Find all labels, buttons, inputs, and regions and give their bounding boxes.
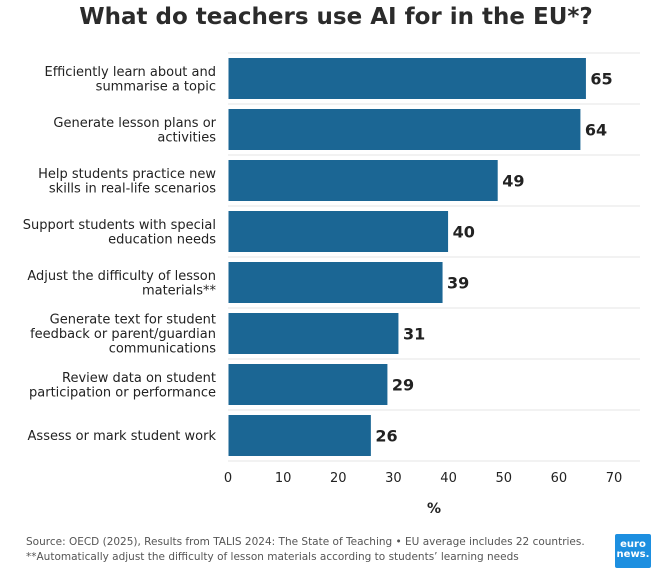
- category-label-line: Support students with special: [23, 218, 216, 233]
- x-tick-label: 10: [275, 471, 292, 486]
- category-label-line: materials**: [142, 283, 217, 298]
- bar: [227, 261, 444, 304]
- data-label: 26: [375, 427, 397, 446]
- category-label-line: feedback or parent/guardian: [30, 327, 216, 342]
- category-label-line: Generate lesson plans or: [53, 116, 216, 131]
- data-label: 39: [447, 274, 469, 293]
- bar: [227, 210, 450, 253]
- category-label: Generate lesson plans or activities: [53, 116, 216, 146]
- category-label: Support students with special education n…: [23, 218, 216, 248]
- bar: [227, 414, 372, 457]
- category-label-line: Help students practice new: [38, 167, 216, 182]
- bar: [227, 312, 400, 355]
- category-label: Review data on student participation or p…: [29, 371, 216, 401]
- x-tick-label: 50: [495, 471, 512, 486]
- category-label-line: Adjust the difficulty of lesson: [27, 269, 216, 284]
- x-axis-label: %: [427, 501, 441, 517]
- x-tick-label: 0: [224, 471, 232, 486]
- category-label-line: Efficiently learn about and: [45, 65, 216, 80]
- x-tick-label: 20: [330, 471, 347, 486]
- category-label-line: education needs: [108, 232, 216, 247]
- source-note: Source: OECD (2025), Results from TALIS …: [26, 536, 585, 548]
- category-label: Help students practice new skills in real…: [38, 167, 216, 197]
- x-tick-label: 40: [440, 471, 457, 486]
- category-label-line: Assess or mark student work: [28, 429, 217, 444]
- logo-text-euro: euro: [620, 539, 646, 550]
- category-label: Efficiently learn about and summarise a t…: [45, 65, 216, 95]
- category-label: Generate text for student feedback or par…: [30, 313, 216, 357]
- category-label-line: Review data on student: [62, 371, 216, 386]
- bar: [227, 363, 389, 406]
- data-label: 49: [502, 172, 524, 191]
- category-label-line: activities: [157, 130, 216, 145]
- bar: [227, 108, 582, 151]
- data-label: 40: [453, 223, 475, 242]
- bar: [227, 159, 499, 202]
- logo-text-news: news.: [616, 549, 650, 560]
- euronews-logo: euro news.: [615, 534, 651, 568]
- category-label-line: skills in real-life scenarios: [49, 181, 216, 196]
- category-label-line: communications: [109, 342, 217, 357]
- data-label: 29: [392, 376, 414, 395]
- data-label: 64: [585, 121, 607, 140]
- category-label-line: Generate text for student: [50, 313, 216, 328]
- chart-footer: Source: OECD (2025), Results from TALIS …: [26, 535, 585, 565]
- category-label-line: participation or performance: [29, 385, 216, 400]
- category-label: Adjust the difficulty of lesson materials…: [27, 269, 216, 299]
- category-label-line: summarise a topic: [96, 79, 216, 94]
- category-label: Assess or mark student work: [28, 429, 217, 444]
- data-label: 31: [403, 325, 425, 344]
- bar-chart: 65 Efficiently learn about and summarise a…: [23, 52, 640, 517]
- x-tick-label: 30: [385, 471, 402, 486]
- footnote: **Automatically adjust the difficulty of…: [26, 551, 519, 563]
- data-label: 65: [590, 70, 612, 89]
- bar: [227, 57, 587, 100]
- x-tick-label: 70: [606, 471, 623, 486]
- x-tick-label: 60: [551, 471, 568, 486]
- chart-title: What do teachers use AI for in the EU*?: [79, 4, 593, 30]
